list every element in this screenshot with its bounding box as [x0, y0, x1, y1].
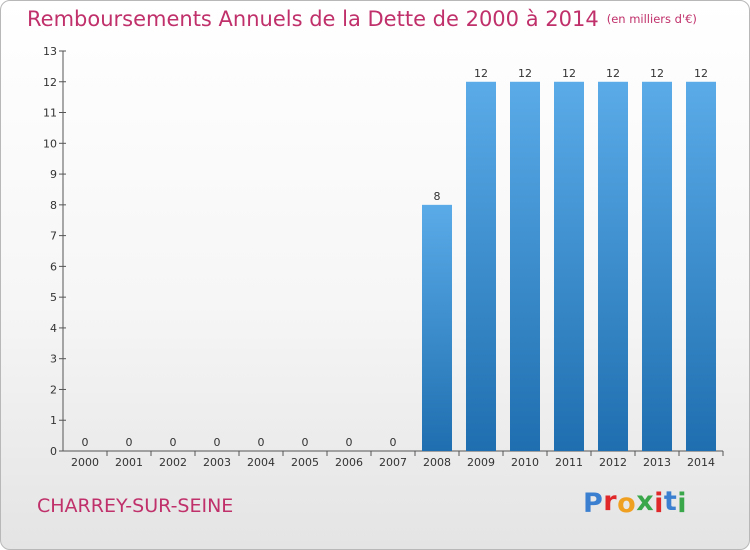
chart-title-text: Remboursements Annuels de la Dette de 20… — [27, 7, 599, 31]
x-tick-label: 2009 — [467, 456, 495, 469]
x-tick-label: 2000 — [71, 456, 99, 469]
y-tick-label: 11 — [43, 107, 57, 120]
data-label: 8 — [434, 190, 441, 203]
x-tick-label: 2014 — [687, 456, 715, 469]
logo-letter: t — [663, 486, 678, 517]
x-tick-label: 2005 — [291, 456, 319, 469]
chart-unit: (en milliers d'€) — [606, 12, 697, 26]
x-tick-label: 2012 — [599, 456, 627, 469]
data-label: 0 — [170, 436, 177, 449]
y-tick-label: 6 — [50, 260, 57, 273]
data-label: 12 — [562, 67, 576, 80]
bar — [642, 81, 672, 452]
y-tick-label: 8 — [50, 199, 57, 212]
y-tick-label: 0 — [50, 445, 57, 458]
data-label: 0 — [390, 436, 397, 449]
bar — [686, 81, 716, 452]
logo-letter: P — [583, 488, 604, 519]
data-label: 12 — [694, 67, 708, 80]
chart-title: Remboursements Annuels de la Dette de 20… — [27, 7, 697, 31]
data-label: 0 — [346, 436, 353, 449]
y-tick-label: 1 — [50, 414, 57, 427]
x-tick-label: 2003 — [203, 456, 231, 469]
x-tick-label: 2013 — [643, 456, 671, 469]
logo-letter: x — [636, 486, 655, 517]
y-tick-label: 13 — [43, 45, 57, 58]
proxiti-logo: Proxiti — [583, 486, 688, 519]
data-label: 12 — [518, 67, 532, 80]
x-tick-label: 2010 — [511, 456, 539, 469]
y-tick-label: 7 — [50, 230, 57, 243]
data-label: 0 — [82, 436, 89, 449]
logo-letter: i — [654, 488, 664, 519]
bars — [422, 81, 716, 452]
data-label: 0 — [126, 436, 133, 449]
y-tick-label: 12 — [43, 76, 57, 89]
y-tick-label: 9 — [50, 168, 57, 181]
x-tick-label: 2004 — [247, 456, 275, 469]
bar — [510, 81, 540, 452]
bar — [554, 81, 584, 452]
data-label: 12 — [606, 67, 620, 80]
logo-letter: i — [677, 488, 688, 519]
x-tick-label: 2007 — [379, 456, 407, 469]
data-label: 12 — [474, 67, 488, 80]
x-tick-label: 2001 — [115, 456, 143, 469]
y-tick-label: 3 — [50, 353, 57, 366]
y-tick-label: 2 — [50, 383, 57, 396]
logo-letter: o — [617, 488, 637, 519]
data-label: 0 — [258, 436, 265, 449]
bar — [422, 204, 452, 451]
x-tick-label: 2002 — [159, 456, 187, 469]
data-label: 0 — [214, 436, 221, 449]
data-label: 0 — [302, 436, 309, 449]
value-labels: 0 0 0 0 0 0 0 0 8 12 12 12 12 12 12 — [82, 67, 709, 449]
y-tick-label: 10 — [43, 137, 57, 150]
data-label: 12 — [650, 67, 664, 80]
bar — [598, 81, 628, 452]
bar — [466, 81, 496, 452]
x-tick-label: 2008 — [423, 456, 451, 469]
y-tick-label: 4 — [50, 322, 57, 335]
x-tick-label: 2006 — [335, 456, 363, 469]
commune-name: CHARREY-SUR-SEINE — [37, 495, 234, 517]
y-tick-label: 5 — [50, 291, 57, 304]
logo-letter: r — [603, 486, 618, 517]
x-tick-label: 2011 — [555, 456, 583, 469]
